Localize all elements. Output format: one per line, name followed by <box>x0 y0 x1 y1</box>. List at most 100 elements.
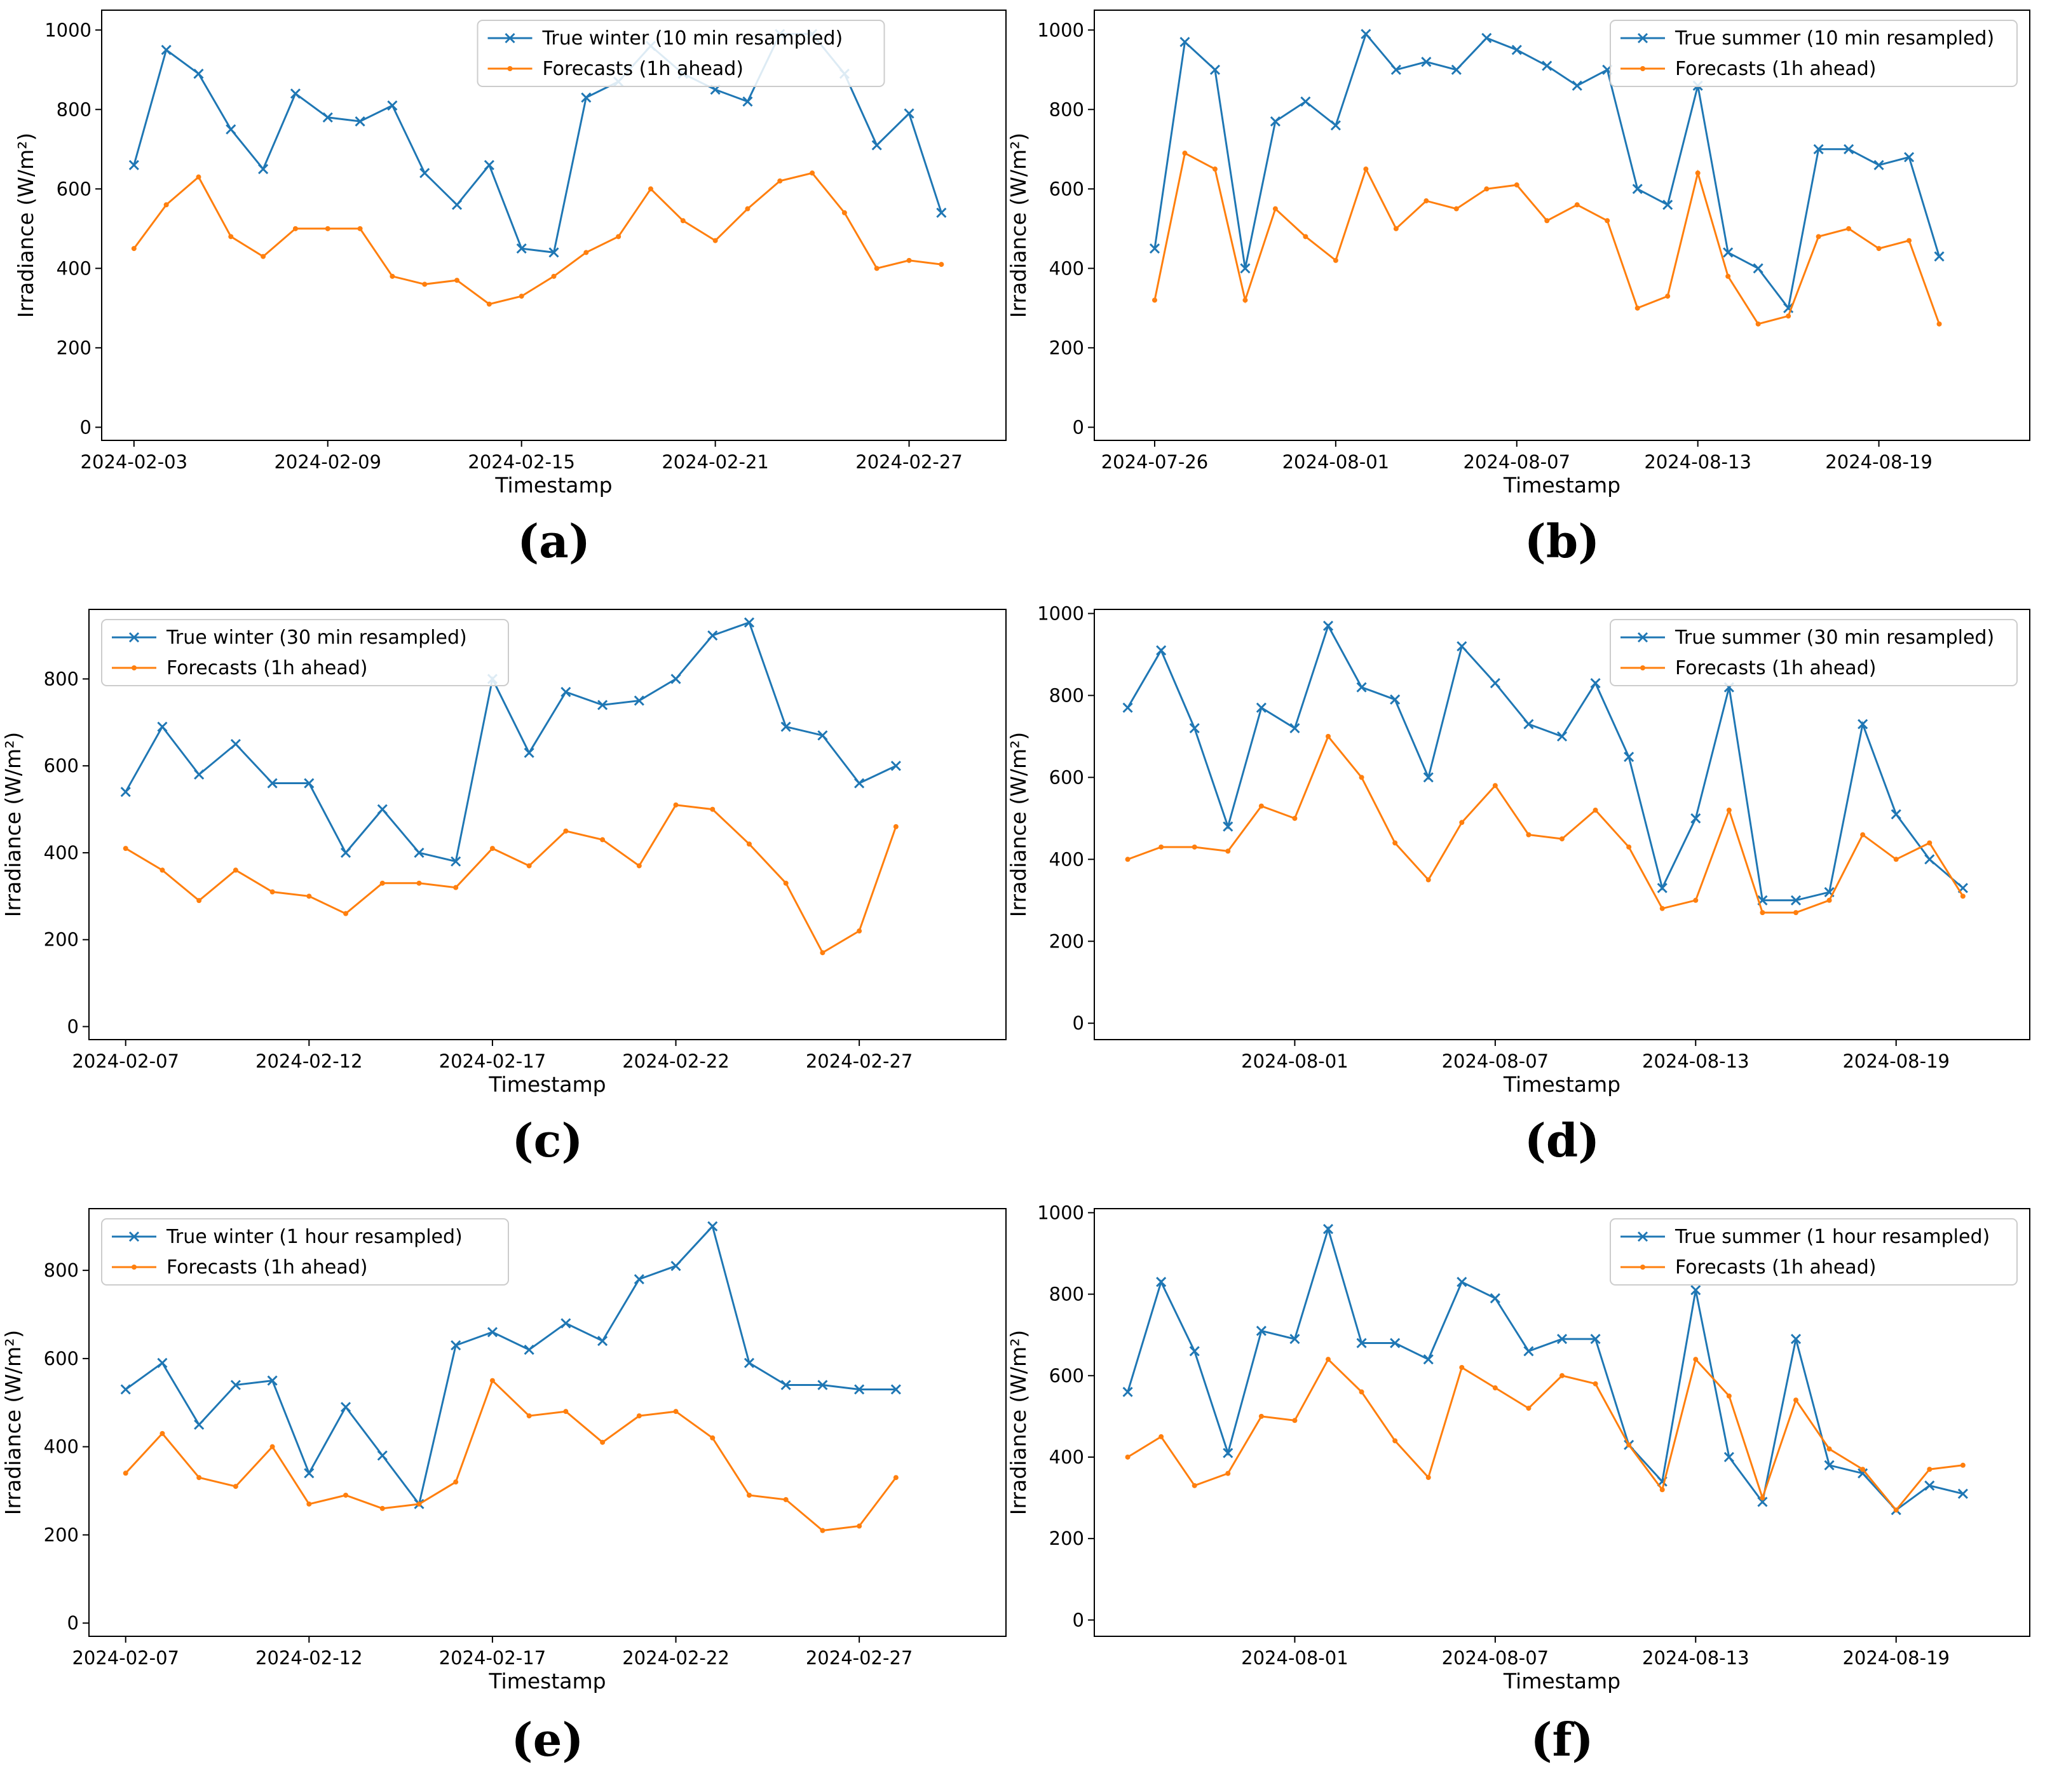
y-tick-label: 400 <box>1049 257 1084 279</box>
panel-caption: (e) <box>512 1713 584 1767</box>
data-point <box>1209 64 1221 75</box>
panel-caption: (b) <box>1525 514 1600 568</box>
data-point <box>906 257 912 263</box>
data-point <box>1300 96 1311 107</box>
y-tick-label: 1000 <box>1037 602 1084 624</box>
data-point <box>1158 1434 1164 1439</box>
x-tick-label: 2024-02-12 <box>255 1050 363 1072</box>
data-point <box>1657 883 1668 893</box>
data-point <box>526 1413 532 1419</box>
y-tick-label: 600 <box>1049 178 1084 200</box>
data-point <box>1156 1277 1167 1287</box>
data-point <box>1690 813 1701 824</box>
x-tick-label: 2024-08-01 <box>1282 451 1390 473</box>
data-point <box>1662 200 1673 210</box>
legend-marker <box>128 1231 140 1242</box>
legend-marker <box>1637 1231 1648 1242</box>
data-point <box>1624 752 1634 763</box>
legend-label: True winter (1 hour resampled) <box>166 1226 463 1248</box>
data-point <box>1392 1438 1398 1444</box>
data-point <box>561 686 571 697</box>
data-point <box>616 234 622 240</box>
data-point <box>1572 80 1582 91</box>
data-point <box>1270 116 1281 127</box>
data-point <box>1844 144 1854 154</box>
series-line <box>125 804 897 954</box>
y-tick-label: 800 <box>44 668 79 689</box>
data-point <box>343 911 349 916</box>
data-point <box>1960 1462 1966 1468</box>
data-point <box>290 88 301 99</box>
data-point <box>1481 32 1492 43</box>
data-point <box>1757 1497 1768 1507</box>
y-tick-label: 800 <box>57 98 92 120</box>
data-point <box>742 96 753 107</box>
series-line <box>125 621 897 863</box>
data-point <box>325 226 330 231</box>
data-point <box>419 168 430 179</box>
data-point <box>1665 294 1671 299</box>
data-point <box>673 1409 679 1415</box>
data-point <box>258 163 269 175</box>
data-point <box>454 278 460 283</box>
y-tick-label: 0 <box>80 416 92 438</box>
data-point <box>1258 1413 1264 1419</box>
x-tick-label: 2024-02-15 <box>468 451 575 473</box>
data-point <box>1626 844 1632 850</box>
data-point <box>634 1273 644 1285</box>
x-axis-label: Timestamp <box>1503 473 1620 498</box>
data-point <box>854 1384 865 1395</box>
legend-marker <box>1637 32 1648 44</box>
data-point <box>451 856 461 867</box>
legend-label: True summer (30 min resampled) <box>1675 627 1994 649</box>
data-point <box>306 893 312 899</box>
data-point <box>890 1384 901 1395</box>
data-point <box>854 778 865 789</box>
data-point <box>1189 1346 1200 1357</box>
data-point <box>1906 238 1912 243</box>
data-point <box>874 266 880 271</box>
data-point <box>1826 897 1832 903</box>
y-tick-label: 600 <box>44 1348 79 1369</box>
data-point <box>893 824 899 829</box>
data-point <box>857 928 862 934</box>
series-line <box>125 1224 896 1507</box>
data-point <box>1753 263 1763 274</box>
panel: 0 200 400 600 800 2024-02-07 2024-02-12 2024-02… <box>1 1208 1007 1767</box>
plot-frame <box>88 609 1007 1040</box>
plot-frame <box>1094 1208 2030 1637</box>
x-tick-label: 2024-02-07 <box>72 1050 179 1072</box>
y-axis-label: Irradiance (W/m²) <box>1006 1330 1031 1516</box>
data-point <box>1192 1483 1197 1488</box>
data-point <box>648 186 653 192</box>
data-point <box>1783 302 1794 313</box>
data-point <box>600 837 606 843</box>
data-point <box>1934 251 1945 262</box>
y-tick-label: 1000 <box>44 19 92 41</box>
data-point <box>551 273 557 279</box>
data-point <box>451 200 463 210</box>
legend-label: True winter (10 min resampled) <box>542 27 843 50</box>
data-point <box>1179 36 1190 48</box>
data-point <box>453 1479 459 1485</box>
data-point <box>1927 840 1933 846</box>
panel-caption: (a) <box>517 514 590 568</box>
data-point <box>1425 1475 1431 1481</box>
data-point <box>228 234 234 240</box>
data-point <box>1793 1397 1798 1403</box>
legend-marker <box>128 632 140 643</box>
y-axis-label: Irradiance (W/m²) <box>1 732 25 918</box>
data-point <box>1605 218 1610 224</box>
x-tick-label: 2024-02-21 <box>662 451 769 473</box>
legend-label: Forecasts (1h ahead) <box>1675 58 1876 80</box>
legend-label: True winter (30 min resampled) <box>166 627 467 649</box>
data-point <box>746 1492 752 1498</box>
data-point <box>1924 854 1935 865</box>
data-point <box>1858 1468 1868 1479</box>
data-point <box>123 846 128 852</box>
panel: 0 200 400 600 800 1000 2024-08-01 2024-08-07 202… <box>1006 1202 2030 1767</box>
data-point <box>292 226 298 231</box>
data-point <box>269 1444 275 1449</box>
